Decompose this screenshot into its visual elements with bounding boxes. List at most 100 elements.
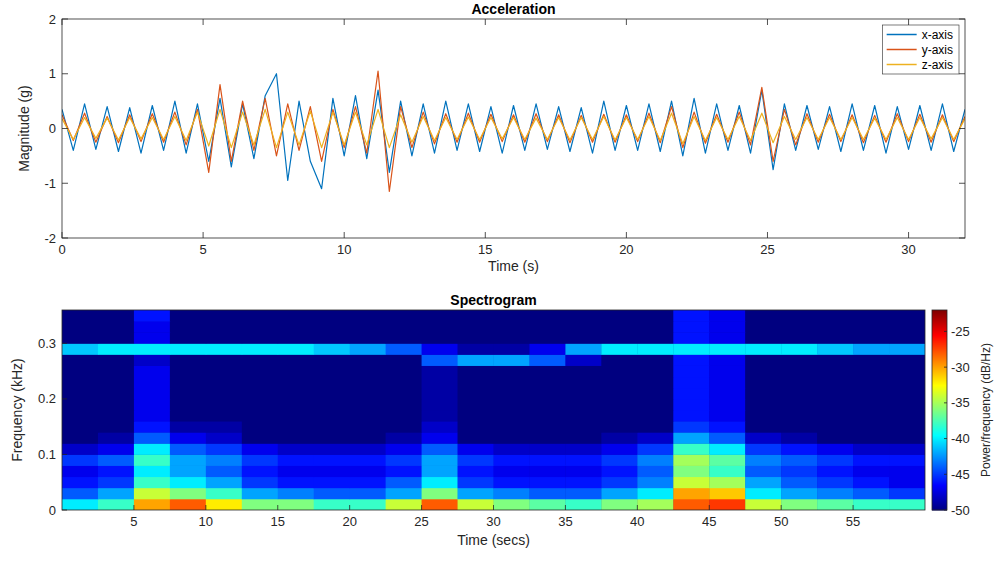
heatmap-cell [673, 388, 709, 400]
heatmap-cell [422, 421, 458, 433]
heatmap-cell [458, 399, 494, 411]
heatmap-cell [529, 354, 565, 366]
heatmap-cell [637, 488, 673, 500]
colorbar-title: Power/frequency (dB/Hz) [979, 343, 993, 477]
heatmap-cell [62, 399, 98, 411]
heatmap-cell [673, 488, 709, 500]
heatmap-cell [637, 454, 673, 466]
heatmap-cell [458, 443, 494, 455]
heatmap-cell [350, 399, 386, 411]
heatmap-cell [98, 432, 134, 444]
heatmap-cell [817, 432, 853, 444]
x-axis-title: Time (secs) [457, 532, 530, 548]
heatmap-cell [494, 354, 530, 366]
heatmap-cell [314, 321, 350, 333]
heatmap-cell [889, 466, 925, 478]
heatmap-cell [709, 488, 745, 500]
heatmap-cell [781, 343, 817, 355]
heatmap-cell [529, 443, 565, 455]
heatmap-cell [745, 332, 781, 344]
x-tick [133, 505, 134, 510]
figure: 051015202530-2-1012AccelerationTime (s)M… [0, 0, 1001, 563]
heatmap-cell [314, 399, 350, 411]
heatmap-cell [134, 432, 170, 444]
heatmap-cell [601, 477, 637, 489]
heatmap-cell [170, 488, 206, 500]
legend-label: y-axis [922, 43, 953, 57]
heatmap-cell [781, 388, 817, 400]
heatmap-cell [709, 310, 745, 322]
x-tick-label: 40 [630, 514, 644, 529]
heatmap-cell [278, 321, 314, 333]
heatmap-cell [278, 388, 314, 400]
heatmap-cell [637, 377, 673, 389]
heatmap-cell [853, 410, 889, 422]
heatmap-cell [134, 343, 170, 355]
heatmap-cell [781, 488, 817, 500]
heatmap-cell [278, 354, 314, 366]
heatmap-cell [458, 499, 494, 510]
heatmap-cell [637, 310, 673, 322]
heatmap-cell [817, 321, 853, 333]
y-tick [62, 73, 68, 74]
heatmap-cell [422, 310, 458, 322]
heatmap-cell [98, 443, 134, 455]
heatmap-cell [494, 399, 530, 411]
heatmap-cell [637, 477, 673, 489]
heatmap-cell [817, 477, 853, 489]
heatmap-cell [98, 421, 134, 433]
heatmap-cell [242, 354, 278, 366]
heatmap-cell [673, 421, 709, 433]
heatmap-cell [781, 443, 817, 455]
heatmap-cell [494, 377, 530, 389]
x-tick [203, 232, 204, 238]
heatmap-cell [422, 366, 458, 378]
heatmap-cell [889, 366, 925, 378]
heatmap-cell [206, 443, 242, 455]
x-tick-label: 10 [337, 242, 351, 257]
heatmap-cell [278, 399, 314, 411]
heatmap-cell [673, 366, 709, 378]
heatmap-cell [494, 388, 530, 400]
heatmap-cell [458, 343, 494, 355]
heatmap-cell [853, 310, 889, 322]
heatmap-cell [278, 332, 314, 344]
heatmap-cell [242, 466, 278, 478]
heatmap-cell [458, 310, 494, 322]
heatmap-cell [709, 432, 745, 444]
heatmap-cell [458, 377, 494, 389]
heatmap-cell [386, 477, 422, 489]
heatmap-cell [529, 421, 565, 433]
heatmap-cell [386, 432, 422, 444]
heatmap-cell [709, 499, 745, 510]
heatmap-cell [781, 321, 817, 333]
heatmap-cell [422, 454, 458, 466]
heatmap-cell [242, 488, 278, 500]
y-tick [959, 238, 965, 239]
heatmap-cell [745, 354, 781, 366]
heatmap-cell [565, 399, 601, 411]
colorbar-tick [944, 402, 947, 403]
heatmap-cell [889, 321, 925, 333]
heatmap-cell [565, 466, 601, 478]
y-tick [62, 510, 67, 511]
heatmap-cell [637, 499, 673, 510]
heatmap-cell [601, 421, 637, 433]
heatmap-cell [350, 332, 386, 344]
heatmap-cell [637, 466, 673, 478]
heatmap-cell [386, 343, 422, 355]
heatmap-cell [745, 377, 781, 389]
heatmap-cell [62, 488, 98, 500]
heatmap-cell [601, 399, 637, 411]
heatmap-cell [242, 432, 278, 444]
x-tick-label: 15 [478, 242, 492, 257]
heatmap-cell [314, 354, 350, 366]
heatmap-cell [781, 499, 817, 510]
y-tick [959, 128, 965, 129]
heatmap-cell [242, 366, 278, 378]
heatmap-cell [350, 466, 386, 478]
heatmap-cell [134, 377, 170, 389]
y-tick-label: 0.3 [38, 336, 56, 351]
x-tick [203, 19, 204, 25]
x-tick [493, 505, 494, 510]
